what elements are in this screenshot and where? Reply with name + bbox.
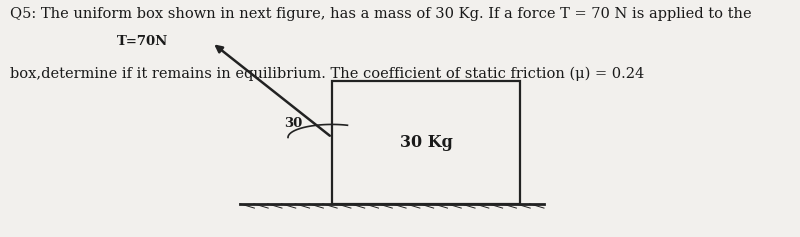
Text: Q5: The uniform box shown in next figure, has a mass of 30 Kg. If a force T = 70: Q5: The uniform box shown in next figure… (10, 7, 751, 21)
Text: 30: 30 (285, 117, 302, 130)
Text: box,determine if it remains in equilibrium. The coefficient of static friction (: box,determine if it remains in equilibri… (10, 66, 644, 81)
Text: T=70N: T=70N (117, 35, 168, 48)
Text: 30 Kg: 30 Kg (399, 134, 453, 151)
Bar (332, 81, 520, 204)
